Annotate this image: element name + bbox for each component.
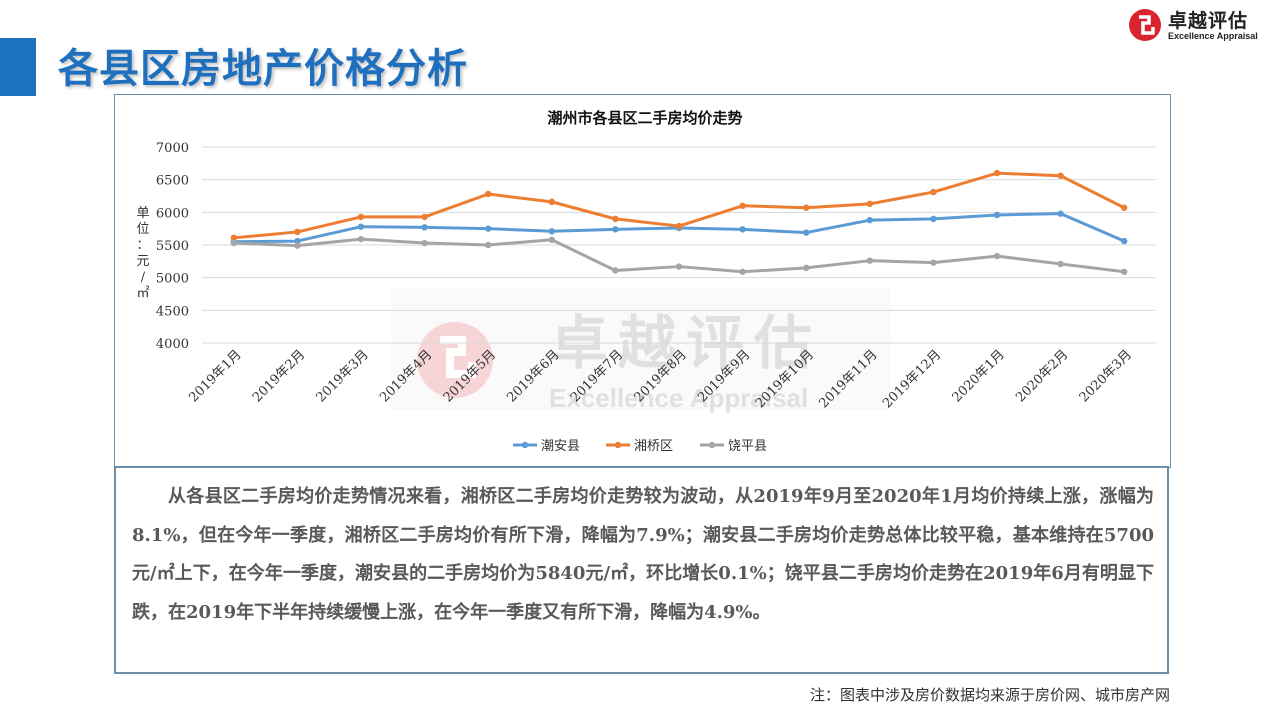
y-tick-label: 7000 bbox=[156, 141, 189, 156]
data-point bbox=[675, 263, 683, 270]
legend-swatch-marker bbox=[521, 441, 529, 449]
data-point bbox=[294, 228, 301, 236]
logo-name-en: Excellence Appraisal bbox=[1168, 31, 1258, 41]
y-axis-label-char: ㎡ bbox=[136, 286, 149, 301]
data-point bbox=[485, 241, 492, 249]
legend-swatch-marker bbox=[614, 441, 622, 449]
data-point bbox=[866, 257, 873, 264]
data-point bbox=[612, 226, 619, 233]
x-tick-label: 2020年3月 bbox=[1077, 347, 1135, 405]
data-point bbox=[294, 237, 301, 245]
data-point bbox=[993, 252, 1001, 260]
y-tick-label: 5500 bbox=[156, 239, 189, 254]
data-point bbox=[548, 228, 555, 235]
data-point bbox=[294, 242, 301, 249]
y-tick-label: 5000 bbox=[156, 272, 189, 287]
x-tick-label: 2020年2月 bbox=[1013, 347, 1071, 405]
x-tick-label: 2020年1月 bbox=[950, 347, 1008, 405]
y-tick-label: 6000 bbox=[156, 206, 189, 221]
company-logo: 卓越评估 Excellence Appraisal bbox=[1128, 6, 1278, 46]
title-accent-bar bbox=[0, 38, 36, 96]
x-tick-label: 2019年1月 bbox=[186, 347, 244, 405]
data-point bbox=[548, 236, 555, 243]
data-point bbox=[1121, 268, 1128, 275]
data-point bbox=[739, 202, 746, 209]
data-point bbox=[612, 215, 619, 223]
data-point bbox=[930, 259, 937, 266]
data-point bbox=[548, 198, 555, 206]
logo-name-cn: 卓越评估 bbox=[1168, 10, 1249, 32]
data-point bbox=[357, 213, 365, 221]
legend-item-1: 湘桥区 bbox=[606, 439, 673, 454]
legend-label: 潮安县 bbox=[541, 439, 580, 454]
legend-item-0: 潮安县 bbox=[513, 439, 580, 454]
data-point bbox=[230, 234, 237, 242]
data-point bbox=[357, 223, 365, 230]
source-footnote: 注：图表中涉及房价数据均来源于房价网、城市房产网 bbox=[809, 686, 1170, 704]
line-chart: 卓越评估 Excellence Appraisal 潮州市各县区二手房均价走势 … bbox=[136, 109, 1156, 454]
legend-label: 湘桥区 bbox=[634, 439, 673, 454]
chart-container: 卓越评估 Excellence Appraisal 潮州市各县区二手房均价走势 … bbox=[114, 94, 1171, 468]
legend-item-2: 饶平县 bbox=[700, 439, 767, 454]
data-point bbox=[803, 264, 810, 272]
data-point bbox=[485, 225, 492, 232]
x-tick-label: 2019年3月 bbox=[314, 347, 372, 405]
data-point bbox=[421, 224, 428, 231]
data-point bbox=[739, 226, 746, 233]
data-point bbox=[803, 204, 810, 211]
y-axis-label-char: / bbox=[141, 270, 146, 285]
data-point bbox=[357, 235, 365, 243]
series-1 bbox=[230, 169, 1128, 242]
data-point bbox=[866, 200, 873, 208]
data-point bbox=[612, 267, 619, 274]
data-point bbox=[1121, 204, 1128, 211]
legend-swatch-marker bbox=[708, 441, 716, 449]
data-point bbox=[1057, 210, 1064, 217]
legend: 潮安县 湘桥区 饶平县 bbox=[513, 439, 767, 454]
data-point bbox=[739, 268, 746, 275]
data-point bbox=[230, 239, 237, 247]
y-axis-label-char: 单 bbox=[136, 206, 149, 221]
y-axis-label-char: ： bbox=[136, 238, 149, 253]
data-point bbox=[930, 188, 937, 196]
series-lines bbox=[230, 169, 1128, 275]
series-2 bbox=[230, 235, 1128, 275]
analysis-box: 从各县区二手房均价走势情况来看，湘桥区二手房均价走势较为波动，从2019年9月至… bbox=[114, 466, 1169, 674]
y-axis-label-char: 位 bbox=[136, 222, 149, 237]
data-point bbox=[1057, 260, 1064, 268]
y-axis-label: 单位：元/㎡ bbox=[136, 206, 149, 301]
y-tick-label: 4000 bbox=[156, 337, 189, 352]
data-point bbox=[1057, 172, 1064, 179]
watermark-en: Excellence Appraisal bbox=[549, 383, 808, 413]
data-point bbox=[993, 211, 1001, 219]
data-point bbox=[866, 216, 873, 224]
watermark: 卓越评估 Excellence Appraisal bbox=[391, 288, 891, 413]
data-point bbox=[1121, 237, 1128, 245]
data-point bbox=[675, 222, 683, 230]
analysis-text: 从各县区二手房均价走势情况来看，湘桥区二手房均价走势较为波动，从2019年9月至… bbox=[132, 486, 1154, 623]
logo-mark-icon bbox=[1129, 9, 1161, 41]
chart-title: 潮州市各县区二手房均价走势 bbox=[547, 109, 742, 127]
page-title: 各县区房地产价格分析 bbox=[58, 46, 468, 92]
data-point bbox=[803, 229, 810, 236]
data-point bbox=[485, 190, 492, 198]
y-tick-label: 4500 bbox=[156, 304, 189, 319]
y-axis-label-char: 元 bbox=[136, 254, 149, 269]
data-point bbox=[421, 239, 428, 247]
data-point bbox=[930, 215, 937, 223]
x-tick-label: 2019年2月 bbox=[250, 347, 308, 405]
data-point bbox=[421, 213, 428, 221]
y-tick-label: 6500 bbox=[156, 174, 189, 189]
data-point bbox=[993, 169, 1001, 177]
y-axis-ticks: 4000 4500 5000 5500 6000 6500 7000 bbox=[156, 141, 189, 352]
legend-label: 饶平县 bbox=[728, 439, 767, 454]
